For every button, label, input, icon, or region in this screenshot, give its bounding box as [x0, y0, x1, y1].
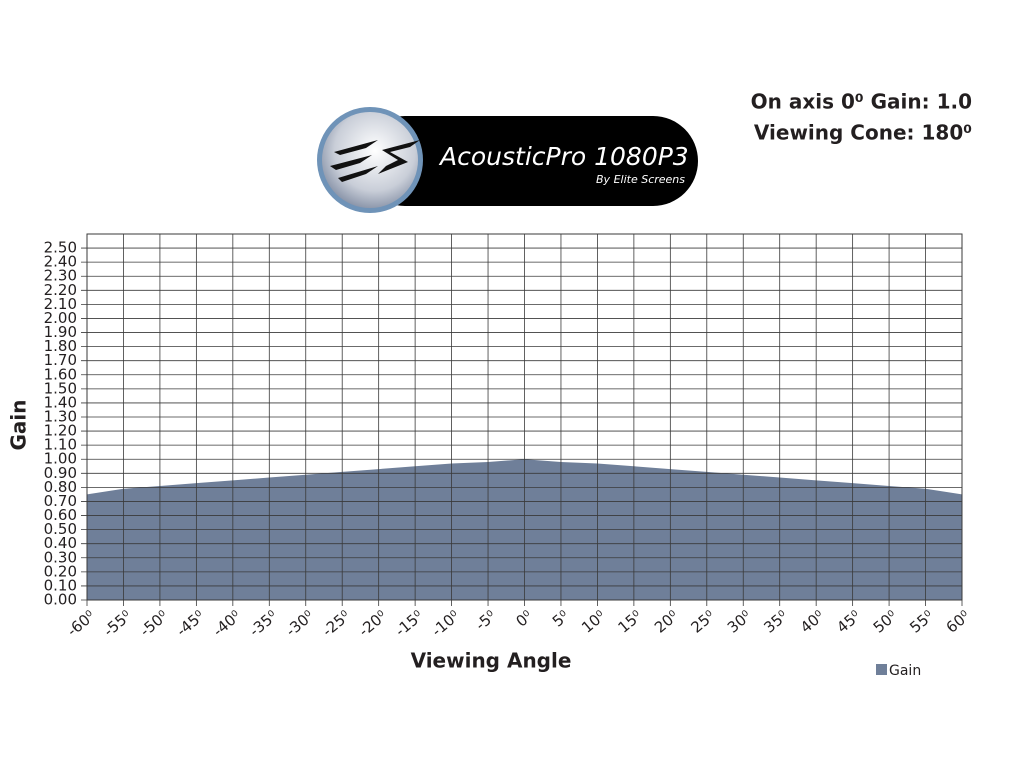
y-tick-label: 0.00: [44, 591, 77, 609]
y-tick-label: 1.30: [44, 408, 77, 426]
x-tick-label: -15⁰: [392, 607, 427, 640]
y-tick-label: 1.80: [44, 337, 77, 355]
x-tick-label: -50⁰: [136, 607, 171, 640]
y-tick-label: 0.90: [44, 464, 77, 482]
x-tick-label: -30⁰: [282, 607, 317, 640]
x-tick-label: -35⁰: [246, 607, 281, 640]
y-tick-label: 0.70: [44, 492, 77, 510]
x-tick-label: 25⁰: [687, 607, 718, 637]
logo-mark: [330, 140, 420, 182]
y-tick-label: 0.50: [44, 520, 77, 538]
x-tick-label: 40⁰: [797, 607, 828, 637]
logo-brand: AcousticPro 1080P3: [438, 142, 689, 171]
y-tick-label: 2.30: [44, 267, 77, 285]
y-axis-title: Gain: [7, 399, 31, 450]
y-tick-label: 2.10: [44, 295, 77, 313]
x-tick-label: 35⁰: [760, 607, 791, 637]
y-tick-label: 1.10: [44, 436, 77, 454]
x-tick-label: 20⁰: [651, 607, 682, 637]
x-tick-label: 15⁰: [615, 607, 646, 637]
y-tick-label: 2.20: [44, 281, 77, 299]
x-tick-label: -60⁰: [64, 607, 99, 640]
x-tick-label: 0⁰: [512, 607, 535, 631]
x-tick-label: 50⁰: [870, 607, 901, 637]
x-tick-label: -55⁰: [100, 607, 135, 640]
annotation: On axis 0⁰ Gain: 1.0: [751, 90, 972, 114]
y-tick-label: 0.20: [44, 562, 77, 580]
x-axis-title: Viewing Angle: [411, 649, 572, 673]
y-tick-label: 0.40: [44, 534, 77, 552]
x-tick-label: -5⁰: [472, 607, 500, 634]
y-tick-label: 2.50: [44, 239, 77, 257]
y-tick-label: 1.40: [44, 393, 77, 411]
x-tick-label: -25⁰: [319, 607, 354, 640]
annotation: Viewing Cone: 180⁰: [754, 121, 972, 145]
legend-swatch: [876, 664, 887, 675]
x-tick-label: -40⁰: [209, 607, 244, 640]
y-tick-label: 1.60: [44, 365, 77, 383]
logo: AcousticPro 1080P3 By Elite Screens: [317, 107, 698, 213]
x-tick-label: -45⁰: [173, 607, 208, 640]
y-tick-label: 0.30: [44, 548, 77, 566]
logo-disc: [322, 112, 418, 208]
x-tick-label: 45⁰: [833, 607, 864, 637]
plot-frame: [86, 233, 963, 601]
x-tick-label: -10⁰: [428, 607, 463, 640]
y-tick-label: 1.90: [44, 323, 77, 341]
x-tick-label: -20⁰: [355, 607, 390, 640]
y-tick-label: 1.20: [44, 422, 77, 440]
y-tick-label: 1.50: [44, 379, 77, 397]
y-tick-label: 1.00: [44, 450, 77, 468]
x-tick-label: 5⁰: [549, 607, 572, 631]
logo-tagline: By Elite Screens: [596, 173, 685, 186]
logo-banner: [360, 116, 698, 206]
x-tick-label: 60⁰: [943, 607, 974, 637]
y-tick-label: 1.70: [44, 351, 77, 369]
y-tick-label: 0.80: [44, 478, 77, 496]
x-tick-label: 30⁰: [724, 607, 755, 637]
y-tick-label: 0.60: [44, 506, 77, 524]
y-tick-label: 2.00: [44, 309, 77, 327]
x-tick-label: 55⁰: [906, 607, 937, 637]
x-tick-label: 10⁰: [578, 607, 609, 637]
y-tick-label: 2.40: [44, 253, 77, 271]
legend-label: Gain: [889, 663, 921, 679]
y-tick-label: 0.10: [44, 576, 77, 594]
